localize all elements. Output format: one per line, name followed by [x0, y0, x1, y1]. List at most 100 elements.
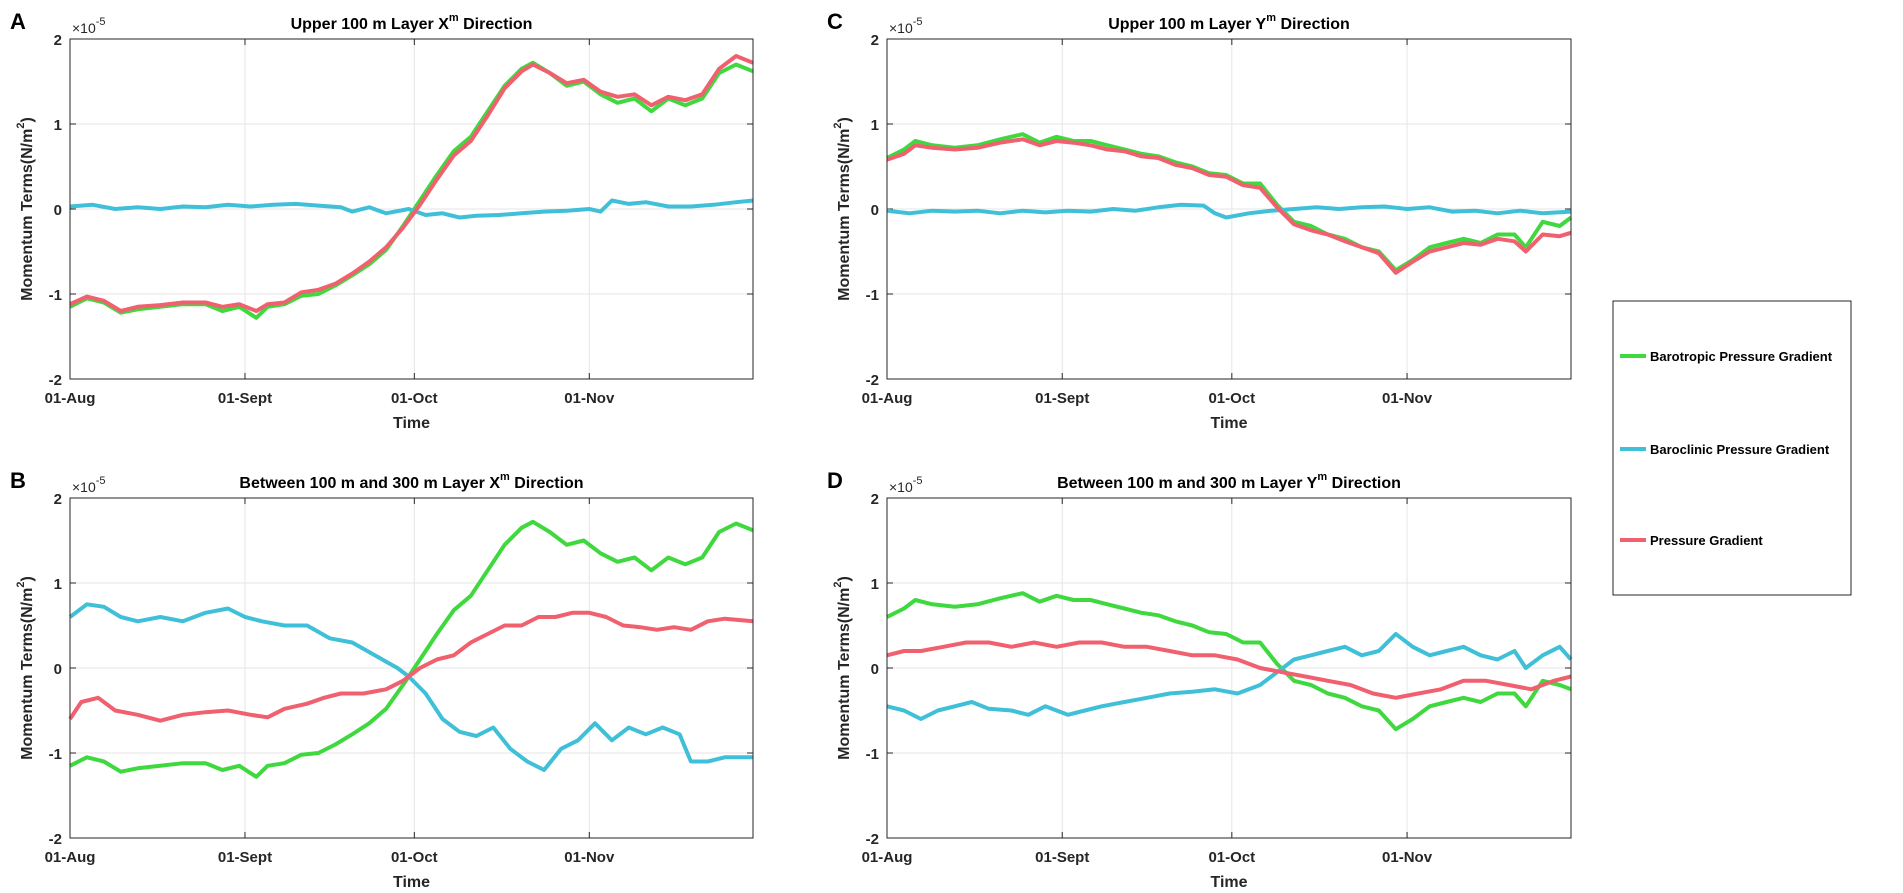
axis-exponent: ×10-5	[889, 16, 923, 36]
x-tick-label: 01-Nov	[1382, 849, 1433, 866]
y-tick-label: 2	[54, 491, 62, 508]
axis-exponent-sup: -5	[96, 475, 106, 487]
axis-exponent-main: ×10	[889, 20, 913, 36]
panel-title-suffix: Direction	[1276, 16, 1350, 33]
axes-box	[886, 38, 1572, 380]
panel-c: 01-Aug 01-Sept 01-Oct 01-Nov 2 1 0 -1 -2 ×10-5 Upp…	[827, 9, 1573, 432]
x-tick-label: 01-Aug	[862, 390, 913, 407]
x-tick-label: 01-Sept	[218, 849, 272, 866]
y-tick-label: -1	[49, 287, 62, 304]
y-axis-label-suffix: )	[836, 117, 853, 122]
y-tick-label: 0	[871, 661, 879, 678]
legend-label-pressure: Pressure Gradient	[1650, 533, 1763, 548]
x-tick-label: 01-Oct	[391, 849, 438, 866]
x-tick-label: 01-Sept	[1035, 390, 1089, 407]
panel-title-main: Between 100 m and 300 m Layer X	[239, 475, 500, 492]
series-line-pressure-gradient	[68, 610, 754, 723]
y-tick-label: 1	[54, 576, 62, 593]
x-tick-label: 01-Nov	[1382, 390, 1433, 407]
panel-title-main: Upper 100 m Layer Y	[1108, 16, 1266, 33]
y-axis-label: Momentum Terms(N/m2)	[832, 576, 853, 760]
panel-a: 01-Aug 01-Sept 01-Oct 01-Nov 2 1 0 -1 -2 ×10-5 Upp…	[10, 9, 754, 432]
y-tick-label: 0	[54, 202, 62, 219]
panel-title: Between 100 m and 300 m Layer Xm Directi…	[239, 471, 583, 492]
y-axis-label-main: Momentum Terms(N/m	[19, 129, 36, 301]
series-line-baroclinic-pressure-gradient	[886, 632, 1573, 721]
x-axis-label: Time	[1210, 415, 1247, 432]
axes-box	[69, 38, 754, 380]
legend: Barotropic Pressure Gradient Baroclinic …	[1612, 300, 1852, 596]
panel-b: 01-Aug 01-Sept 01-Oct 01-Nov 2 1 0 -1 -2 ×10-5 Bet…	[10, 468, 754, 891]
y-tick-label: -1	[866, 746, 879, 763]
series-line-baroclinic-pressure-gradient	[69, 198, 754, 220]
y-tick-label: 2	[54, 32, 62, 49]
axes-box	[886, 497, 1572, 839]
axis-exponent: ×10-5	[889, 475, 923, 495]
series-line-barotropic-pressure-gradient	[886, 591, 1572, 732]
axis-exponent-sup: -5	[96, 16, 106, 28]
panel-title: Upper 100 m Layer Ym Direction	[1108, 12, 1350, 33]
y-tick-label: 1	[54, 117, 62, 134]
y-tick-label: -2	[866, 372, 879, 389]
y-tick-label: -2	[49, 372, 62, 389]
y-axis-label-suffix: )	[19, 117, 36, 122]
x-tick-label: 01-Nov	[564, 849, 615, 866]
y-tick-label: 2	[871, 32, 879, 49]
x-axis-label: Time	[393, 415, 430, 432]
legend-label-baroclinic: Baroclinic Pressure Gradient	[1650, 442, 1830, 457]
panel-title-suffix: Direction	[510, 475, 584, 492]
x-tick-label: 01-Oct	[391, 390, 438, 407]
x-tick-label: 01-Nov	[564, 390, 615, 407]
legend-label-barotropic: Barotropic Pressure Gradient	[1650, 349, 1833, 364]
y-tick-label: 0	[54, 661, 62, 678]
panel-letter: D	[827, 468, 843, 493]
y-axis-label: Momentum Terms(N/m2)	[15, 576, 36, 760]
panel-title-sup: m	[500, 471, 510, 483]
panel-title: Between 100 m and 300 m Layer Ym Directi…	[1057, 471, 1401, 492]
y-axis-label-main: Momentum Terms(N/m	[19, 588, 36, 760]
panel-title-main: Upper 100 m Layer X	[291, 16, 450, 33]
x-axis-label: Time	[393, 874, 430, 891]
y-axis-label-main: Momentum Terms(N/m	[836, 129, 853, 301]
axis-exponent-main: ×10	[72, 20, 96, 36]
series-line-baroclinic-pressure-gradient	[68, 602, 753, 772]
axis-exponent-main: ×10	[889, 479, 913, 495]
y-axis-label-sup: 2	[15, 123, 27, 129]
panel-letter: A	[10, 9, 26, 34]
axis-exponent-main: ×10	[72, 479, 96, 495]
y-axis-label-sup: 2	[832, 123, 844, 129]
y-tick-label: -1	[866, 287, 879, 304]
x-tick-label: 01-Aug	[45, 390, 96, 407]
x-tick-label: 01-Aug	[45, 849, 96, 866]
y-axis-label-main: Momentum Terms(N/m	[836, 588, 853, 760]
panel-title-sup: m	[449, 12, 459, 24]
y-axis-label-sup: 2	[15, 582, 27, 588]
series-line-pressure-gradient	[886, 137, 1572, 275]
x-tick-label: 01-Oct	[1208, 390, 1255, 407]
series-line-barotropic-pressure-gradient	[69, 519, 754, 779]
panel-title-main: Between 100 m and 300 m Layer Y	[1057, 475, 1318, 492]
axes-box	[69, 497, 754, 839]
panel-title-suffix: Direction	[459, 16, 533, 33]
panel-title-sup: m	[1317, 471, 1327, 483]
y-axis-label: Momentum Terms(N/m2)	[15, 117, 36, 301]
axis-exponent-sup: -5	[913, 475, 923, 487]
panel-d: 01-Aug 01-Sept 01-Oct 01-Nov 2 1 0 -1 -2 ×10-5 Bet…	[827, 468, 1573, 891]
y-tick-label: 1	[871, 117, 879, 134]
x-tick-label: 01-Sept	[1035, 849, 1089, 866]
y-axis-label-sup: 2	[832, 582, 844, 588]
panel-letter: B	[10, 468, 26, 493]
y-tick-label: 1	[871, 576, 879, 593]
axis-exponent-sup: -5	[913, 16, 923, 28]
y-tick-label: 2	[871, 491, 879, 508]
x-tick-label: 01-Sept	[218, 390, 272, 407]
panel-title-suffix: Direction	[1327, 475, 1401, 492]
x-axis-label: Time	[1210, 874, 1247, 891]
y-tick-label: 0	[871, 202, 879, 219]
x-tick-label: 01-Aug	[862, 849, 913, 866]
y-axis-label-suffix: )	[836, 576, 853, 581]
y-axis-label-suffix: )	[19, 576, 36, 581]
panel-letter: C	[827, 9, 843, 34]
